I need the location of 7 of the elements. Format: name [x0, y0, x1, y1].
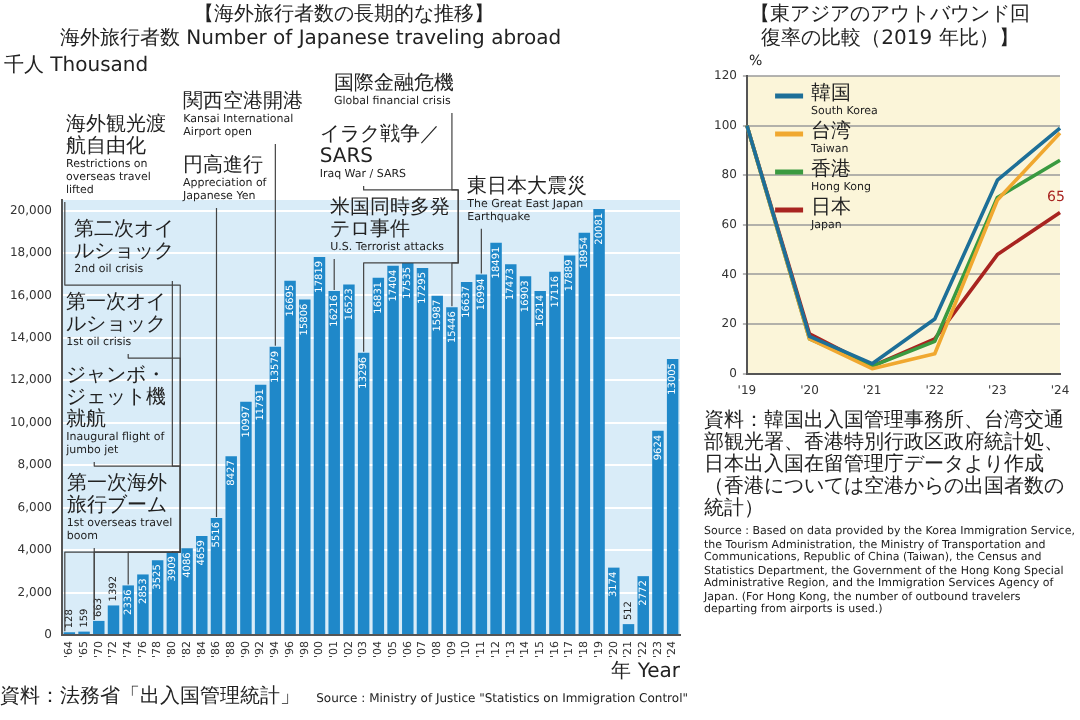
y-axis-title: 千人 Thousand: [4, 53, 149, 78]
chart-title: 【海外旅行者数の長期的な推移】: [192, 4, 496, 28]
chart-subtitle: 海外旅行者数 Number of Japanese traveling abroad: [60, 28, 564, 52]
text: 資料：法務省「出入国管理統計」: [0, 686, 300, 710]
chart-title: 【東アジアのアウトバウンド回復率の比較（2019 年比）】: [748, 4, 1032, 52]
x-axis-title: 年 Year: [611, 659, 682, 684]
text: 資料：韓国出入国管理事務所、台湾交通部観光署、香港特別行政区政府統計処、日本出入国在留管理庁データより作成（香港については空港からの出国者数の統計）: [704, 410, 1066, 520]
